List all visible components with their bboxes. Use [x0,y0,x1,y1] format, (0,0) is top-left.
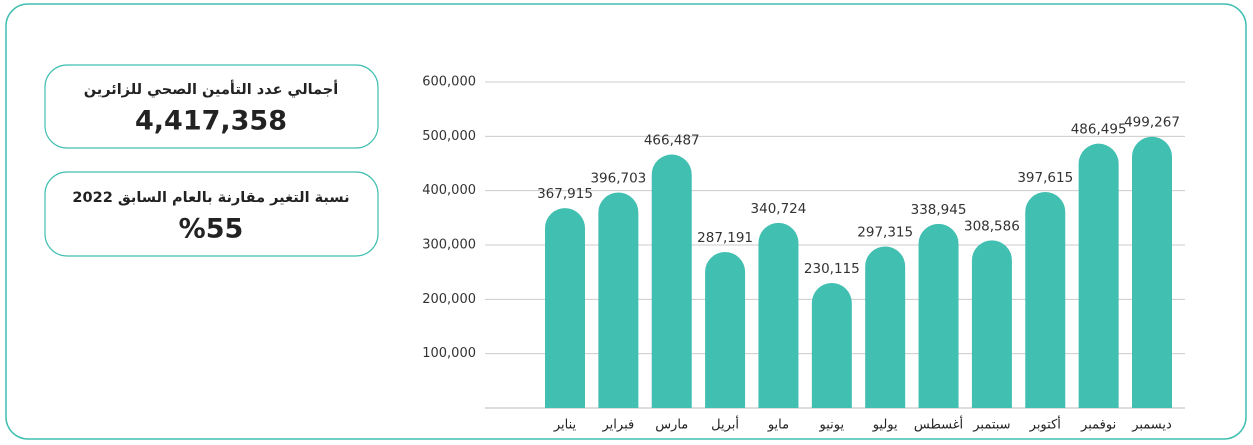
x-tick-label: يناير [553,418,577,433]
x-tick-label: يوليو [872,418,898,433]
value-label: 486,495 [1071,122,1127,138]
bar [545,208,585,408]
x-tick-label: أغسطس [914,416,963,433]
value-label: 230,115 [804,261,860,277]
x-tick-label: مايو [767,418,789,433]
value-label: 340,724 [751,201,807,217]
card-value: %55 [179,214,244,245]
card [44,171,379,257]
bar [865,246,906,408]
y-tick-label: 200,000 [422,292,476,307]
bar [758,222,799,408]
card-value: 4,417,358 [135,106,287,137]
bar [1078,143,1119,408]
value-label: 297,315 [857,224,913,240]
x-tick-label: أبريل [711,416,739,433]
value-label: 308,586 [964,218,1020,234]
value-label: 397,615 [1017,170,1073,186]
y-tick-label: 600,000 [422,75,476,90]
x-tick-label: أكتوبر [1029,416,1061,433]
bar [918,223,959,408]
y-tick-label: 500,000 [422,129,476,144]
x-tick-label: سبتمبر [972,418,1010,433]
x-tick-label: فبراير [602,418,635,433]
bar [598,192,639,408]
bar [705,251,746,408]
y-tick-label: 300,000 [422,238,476,253]
bar [651,154,692,408]
card-title: نسبة التغير مقارنة بالعام السابق 2022 [72,190,349,206]
y-tick-label: 400,000 [422,183,476,198]
value-label: 396,703 [590,170,646,186]
x-tick-label: يونيو [819,418,845,433]
card-title: أجمالي عدد التأمين الصحي للزائرين [84,80,338,98]
value-label: 338,945 [911,202,967,218]
value-label: 367,915 [537,186,593,202]
bar [1025,191,1066,408]
bar [1132,136,1172,408]
card [44,64,379,149]
value-label: 287,191 [697,230,753,246]
bar [811,282,852,408]
x-tick-label: ديسمبر [1131,418,1172,433]
value-label: 466,487 [644,133,700,149]
bar [971,240,1012,408]
x-tick-label: مارس [655,418,688,433]
y-tick-label: 100,000 [422,346,476,361]
value-label: 499,267 [1124,115,1180,131]
x-tick-label: نوفمبر [1080,418,1116,433]
